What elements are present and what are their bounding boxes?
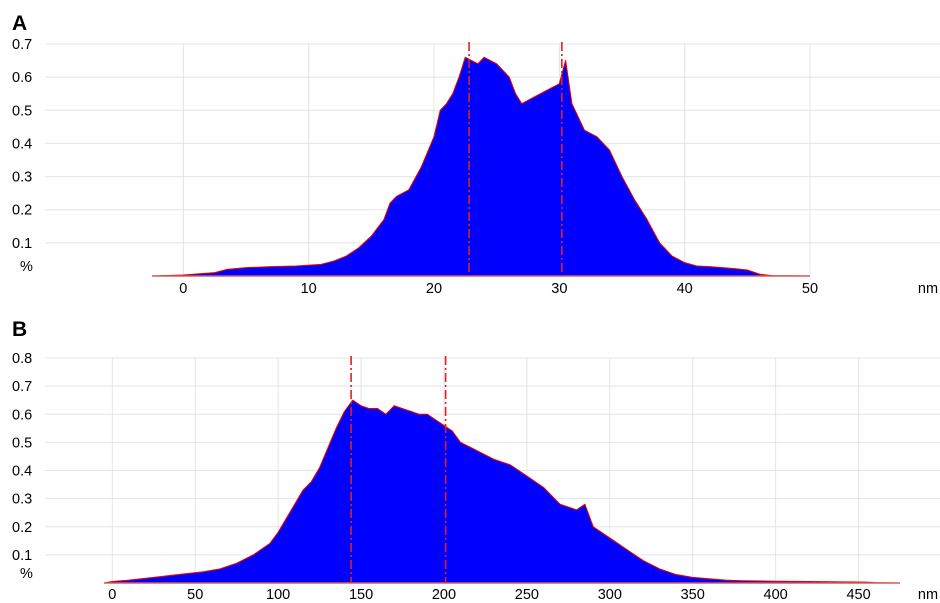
- y-tick-label: 0.3: [12, 170, 32, 186]
- distribution-area: [104, 400, 900, 583]
- y-tick-label: 0.1: [12, 548, 32, 564]
- panel-label: A: [12, 12, 27, 35]
- y-tick-label: 0.2: [12, 203, 32, 219]
- y-tick-label: 0.5: [12, 103, 32, 119]
- y-tick-label: 0.4: [12, 136, 32, 152]
- y-tick-label: 0.6: [12, 70, 32, 86]
- y-tick-label: 0.1: [12, 236, 32, 252]
- x-tick-label: 0: [179, 281, 187, 297]
- y-axis-label: %: [20, 566, 33, 582]
- y-tick-label: 0.3: [12, 492, 32, 508]
- x-tick-label: 40: [677, 281, 693, 297]
- x-tick-label: 250: [515, 587, 539, 603]
- y-tick-label: 0.8: [12, 351, 32, 367]
- x-tick-label: 400: [764, 587, 788, 603]
- y-tick-label: 0.7: [12, 379, 32, 395]
- x-tick-label: 100: [266, 587, 290, 603]
- x-tick-label: 30: [551, 281, 567, 297]
- distribution-area: [152, 57, 810, 276]
- x-tick-label: 150: [349, 587, 373, 603]
- y-tick-label: 0.6: [12, 407, 32, 423]
- x-tick-label: 50: [187, 587, 203, 603]
- panel-b: B 0.8 0.7 0.6 0.5 0.4 0.3 0.2 0.1% 0 50 100 150 200 25…: [12, 318, 940, 603]
- distribution-edge-line: [151, 56, 811, 277]
- x-tick-label: 50: [802, 281, 818, 297]
- x-tick-label: 10: [301, 281, 317, 297]
- x-tick-label: 300: [598, 587, 622, 603]
- x-tick-label: 20: [426, 281, 442, 297]
- y-tick-label: 0.7: [12, 37, 32, 53]
- x-tick-label: 0: [108, 587, 116, 603]
- x-tick-label: 200: [432, 587, 456, 603]
- distribution-edge-line: [103, 399, 901, 584]
- panel-a: A 0.7 0.6 0.5 0.4 0.3 0.2 0.1% 0 10 20 30 40 50 nm: [12, 12, 940, 297]
- x-axis-label: nm: [918, 281, 938, 297]
- panel-label: B: [12, 318, 27, 341]
- x-tick-label: 450: [846, 587, 870, 603]
- y-axis-label: %: [20, 259, 33, 275]
- y-tick-label: 0.4: [12, 464, 32, 480]
- x-tick-label: 350: [681, 587, 705, 603]
- x-axis-label: nm: [918, 587, 938, 603]
- y-tick-label: 0.2: [12, 520, 32, 536]
- y-tick-label: 0.5: [12, 435, 32, 451]
